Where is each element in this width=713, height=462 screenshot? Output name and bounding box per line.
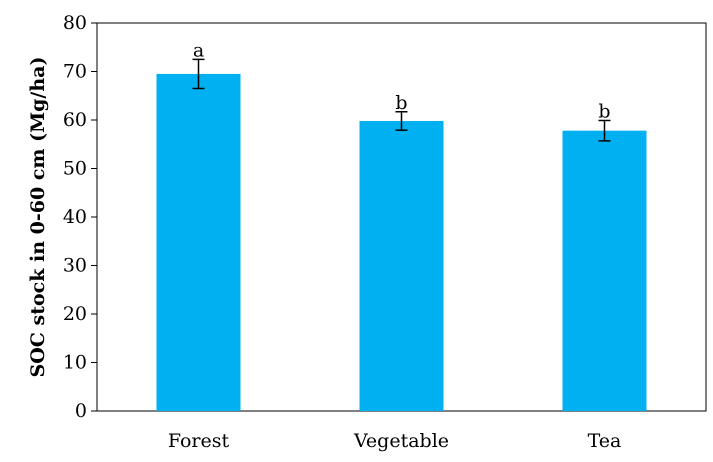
y-tick-label: 40 — [63, 206, 87, 228]
x-category-label-tea: Tea — [588, 430, 622, 452]
x-category-label-forest: Forest — [168, 430, 230, 452]
bar-tea — [562, 130, 647, 412]
y-tick-label: 60 — [63, 109, 87, 131]
bars-layer — [156, 73, 647, 412]
y-tick-label: 70 — [63, 61, 87, 83]
y-tick-label: 30 — [63, 255, 87, 277]
y-tick-label: 80 — [63, 12, 87, 34]
x-category-label-vegetable: Vegetable — [353, 430, 449, 452]
significance-label-forest: a — [193, 39, 204, 61]
bar-forest — [156, 73, 241, 412]
significance-label-vegetable: b — [395, 92, 407, 114]
error-bars-layer — [192, 58, 611, 142]
error-bar-vegetable — [395, 111, 408, 131]
y-tick-label: 20 — [63, 303, 87, 325]
y-axis: 0 10 20 30 40 50 60 70 80 — [63, 12, 97, 422]
significance-labels-layer: a b b — [193, 39, 611, 122]
error-bar-tea — [598, 119, 611, 142]
error-bar-forest — [192, 58, 205, 90]
x-axis: Forest Vegetable Tea — [168, 430, 622, 452]
y-tick-label: 10 — [63, 352, 87, 374]
y-tick-label: 0 — [75, 400, 87, 422]
y-axis-title: SOC stock in 0-60 cm (Mg/ha) — [27, 57, 49, 378]
bar-vegetable — [359, 120, 444, 411]
significance-label-tea: b — [598, 100, 610, 122]
y-tick-label: 50 — [63, 158, 87, 180]
